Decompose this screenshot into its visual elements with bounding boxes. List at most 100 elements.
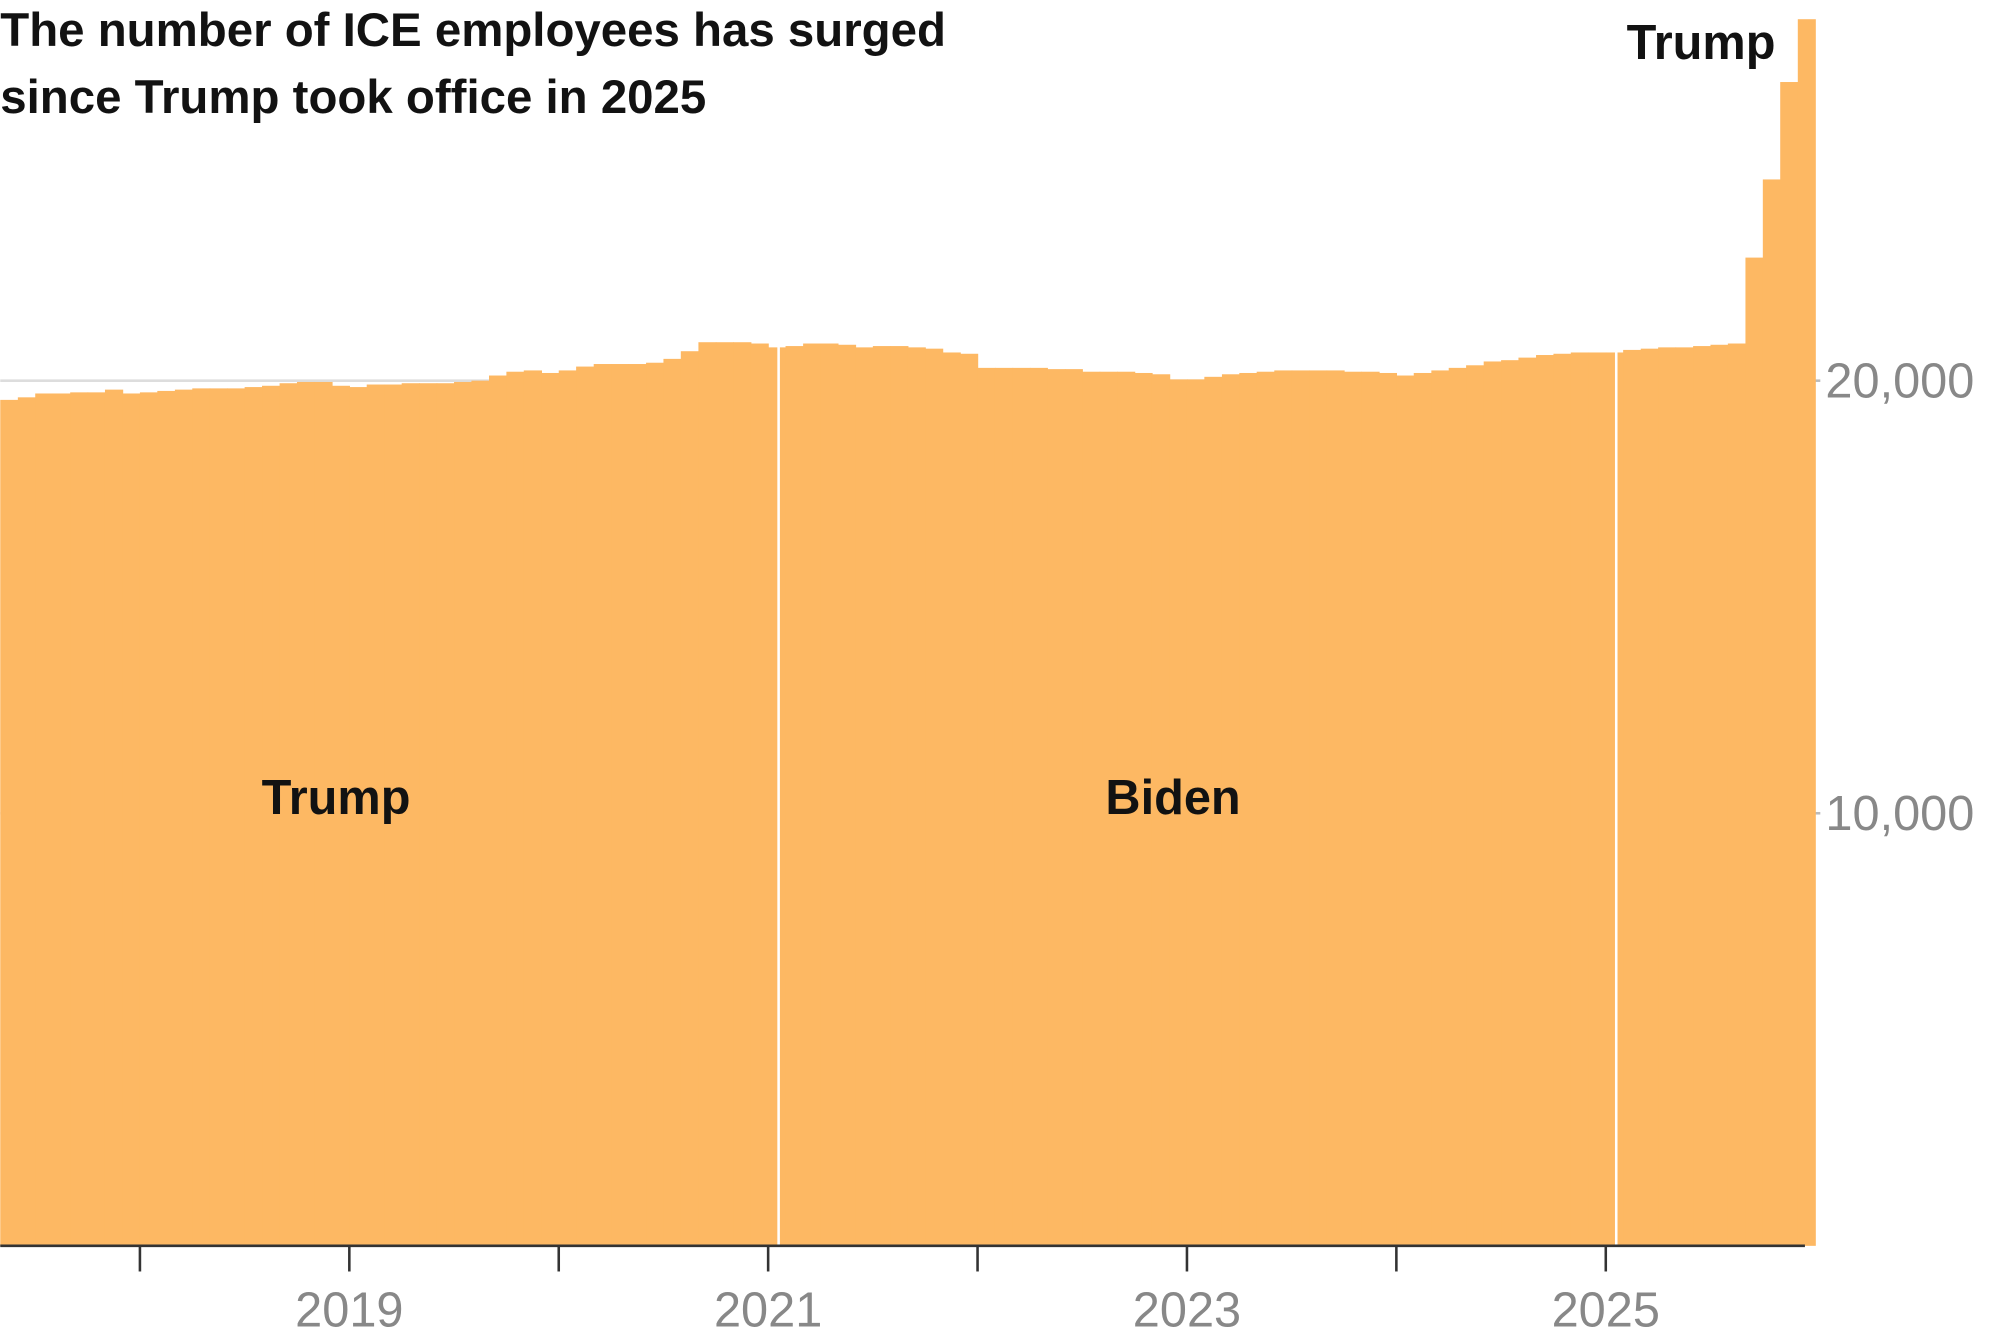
- bar: [1291, 370, 1310, 1246]
- bar: [192, 388, 211, 1246]
- y-tick-label: 10,000: [1825, 787, 1974, 841]
- bar: [523, 370, 542, 1246]
- bar: [1239, 372, 1258, 1246]
- bar: [471, 380, 490, 1246]
- bar: [1099, 371, 1118, 1246]
- bar: [646, 362, 665, 1246]
- bar: [139, 392, 158, 1246]
- x-tick-label: 2025: [1552, 1284, 1660, 1333]
- bar: [907, 347, 926, 1246]
- bar: [750, 343, 769, 1246]
- x-tick-label: 2023: [1133, 1284, 1241, 1333]
- bar: [1483, 361, 1502, 1246]
- bar: [366, 384, 385, 1246]
- bar: [70, 392, 89, 1246]
- bar: [1047, 369, 1066, 1246]
- bar: [1727, 343, 1747, 1246]
- bar: [157, 390, 176, 1246]
- period-label: Biden: [1105, 771, 1240, 825]
- bar: [1501, 360, 1520, 1246]
- bar: [977, 367, 996, 1246]
- bar: [541, 372, 560, 1246]
- bar: [855, 347, 874, 1246]
- bar: [698, 342, 717, 1246]
- bar: [1396, 375, 1415, 1246]
- bar: [1309, 370, 1328, 1246]
- bar: [384, 384, 403, 1246]
- bar: [296, 381, 316, 1246]
- bar: [1693, 346, 1712, 1246]
- bar: [506, 371, 525, 1246]
- bar: [174, 389, 193, 1246]
- bar: [680, 351, 700, 1246]
- bar: [279, 383, 298, 1246]
- bar: [1553, 353, 1572, 1246]
- bar: [52, 393, 71, 1246]
- bar: [1151, 374, 1171, 1246]
- bar: [1588, 352, 1607, 1246]
- bar: [1344, 371, 1363, 1246]
- bar: [1221, 374, 1240, 1246]
- bar: [942, 352, 961, 1246]
- period-label: Trump: [1627, 16, 1776, 70]
- bar: [401, 383, 420, 1246]
- bar: [262, 385, 281, 1246]
- bar: [1431, 370, 1450, 1246]
- bar: [1658, 347, 1677, 1246]
- bar: [1780, 82, 1799, 1246]
- bar: [785, 346, 804, 1246]
- bar: [1117, 371, 1136, 1246]
- bar: [1082, 371, 1101, 1246]
- bar: [227, 388, 246, 1246]
- bar: [87, 392, 106, 1246]
- bar: [1256, 371, 1275, 1246]
- bar: [872, 346, 891, 1246]
- bar: [331, 385, 350, 1246]
- bar: [122, 393, 141, 1246]
- bar: [611, 364, 630, 1246]
- bar: [558, 370, 577, 1246]
- bar: [1378, 372, 1398, 1246]
- bar: [837, 344, 857, 1246]
- bar: [820, 343, 839, 1246]
- bar: [314, 381, 333, 1246]
- bar: [1797, 19, 1816, 1246]
- bar: [35, 393, 54, 1246]
- bar: [1448, 367, 1467, 1246]
- bar: [925, 348, 944, 1246]
- bar: [1605, 352, 1624, 1246]
- bar: [1675, 347, 1694, 1246]
- bar: [768, 347, 787, 1246]
- bar: [663, 358, 682, 1246]
- bar: [1518, 357, 1537, 1246]
- bar: [436, 383, 455, 1246]
- bar: [1134, 372, 1153, 1246]
- bar: [419, 383, 438, 1246]
- bar: [1570, 352, 1590, 1246]
- bar: [1361, 371, 1380, 1246]
- bar: [628, 364, 647, 1246]
- bar: [454, 381, 473, 1246]
- bar: [0, 399, 19, 1246]
- bar: [1623, 349, 1642, 1246]
- bar: [733, 342, 752, 1246]
- bar: [209, 388, 228, 1246]
- bar: [104, 389, 124, 1246]
- bar: [994, 367, 1014, 1246]
- chart-title: The number of ICE employees has surged si…: [0, 4, 946, 124]
- bar: [349, 387, 368, 1246]
- x-tick-label: 2019: [295, 1284, 403, 1333]
- y-tick-label: 20,000: [1825, 354, 1974, 408]
- bar: [1413, 372, 1432, 1246]
- bar: [1640, 348, 1659, 1246]
- bar: [1186, 379, 1205, 1246]
- bar: [17, 397, 36, 1246]
- bar: [489, 375, 508, 1246]
- bar: [1762, 179, 1781, 1246]
- bars: [0, 19, 1816, 1246]
- bar: [593, 364, 612, 1246]
- period-label: Trump: [262, 771, 411, 825]
- bar: [1466, 365, 1485, 1246]
- bar: [960, 353, 979, 1246]
